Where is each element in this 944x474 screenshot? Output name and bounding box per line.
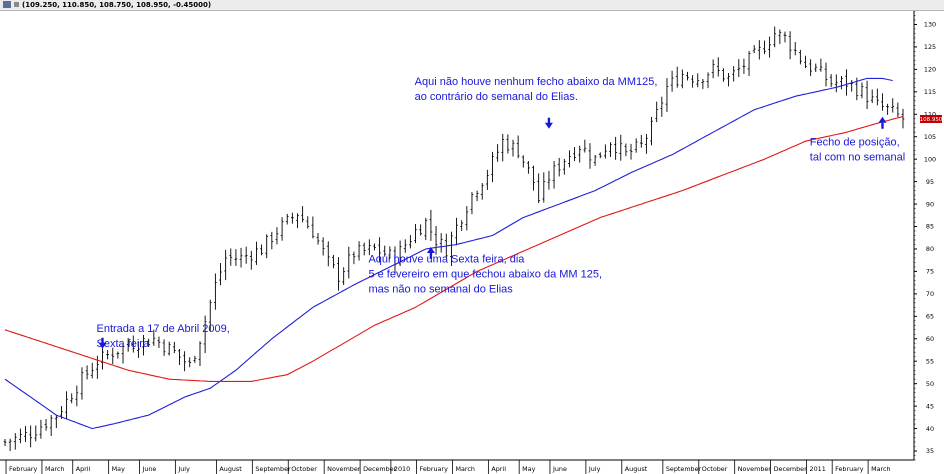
y-tick-label: 85 (926, 223, 934, 231)
annotation-text: Aqui houve uma Sexta feira, dia 5 e fever… (368, 253, 602, 295)
x-tick-label: December (363, 465, 397, 473)
y-tick-label: 120 (924, 66, 936, 74)
symbol-icon (14, 2, 19, 7)
arrow-down-icon (544, 117, 553, 129)
annotation-text: Entrada a 17 de Abril 2009, Sexta feira (96, 323, 229, 350)
x-tick-label: February (835, 465, 864, 473)
x-tick-label: 2011 (810, 465, 826, 473)
x-tick-label: August (625, 465, 648, 473)
annotations: Entrada a 17 de Abril 2009, Sexta feira Aq… (96, 76, 905, 350)
last-price-marker: 108.950 (920, 115, 943, 123)
x-tick-label: April (76, 465, 91, 473)
long-moving-average-line (4, 115, 904, 382)
quote-readout: (109.250, 110.850, 108.750, 108.950, -0.… (22, 1, 212, 9)
x-tick-label: September (255, 465, 291, 473)
x-tick-label: October (291, 465, 317, 473)
moving-averages (4, 77, 904, 430)
annotation-line: Aqui não houve nenhum fecho abaixo da MM… (415, 76, 658, 88)
price-chart[interactable]: February March April May June July August Septe… (0, 11, 944, 474)
y-axis: 35 40 45 50 55 60 65 70 75 80 85 90 95 100 105 110 115 12… (913, 11, 936, 461)
y-tick-label: 40 (926, 425, 934, 433)
arrow-up-icon (878, 116, 887, 129)
annotation-line: tal com no semanal (810, 152, 905, 164)
x-tick-label: February (9, 465, 38, 473)
x-tick-label: May (522, 465, 535, 473)
x-axis: February March April May June July August Septe… (0, 459, 914, 474)
annotation-line: ao contrário do semanal do Elias. (415, 91, 578, 103)
x-tick-label: November (327, 465, 361, 473)
y-tick-label: 70 (926, 290, 934, 298)
y-tick-label: 130 (924, 21, 936, 29)
arrow-down-icon (98, 337, 107, 349)
annotation-line: Fecho de posição, (810, 137, 900, 149)
annotation-line: 5 e fevereiro em que fechou abaixo da MM… (368, 268, 602, 280)
short-moving-average-line (4, 77, 893, 430)
x-tick-label: October (702, 465, 728, 473)
chart-background (0, 11, 944, 474)
x-tick-label: June (552, 465, 567, 473)
annotation-text: Fecho de posição, tal com no semanal (810, 137, 905, 164)
annotation-line: mas não no semanal do Elias (368, 283, 513, 295)
x-tick-label: December (774, 465, 808, 473)
x-tick-label: July (588, 465, 601, 473)
x-tick-label: March (45, 465, 64, 473)
y-tick-label: 60 (926, 335, 934, 343)
y-tick-label: 95 (926, 178, 934, 186)
x-tick-label: June (141, 465, 156, 473)
y-tick-label: 35 (926, 447, 934, 455)
x-tick-label: March (455, 465, 474, 473)
y-tick-label: 105 (924, 133, 936, 141)
x-tick-label: 2010 (394, 465, 410, 473)
x-tick-label: March (871, 465, 890, 473)
y-tick-label: 65 (926, 313, 934, 321)
price-marker-box (920, 115, 942, 123)
y-tick-label: 80 (926, 245, 934, 253)
x-tick-label: September (666, 465, 702, 473)
x-tick-label: August (219, 465, 242, 473)
arrow-up-icon (426, 246, 435, 259)
price-marker-label: 108.950 (920, 117, 943, 123)
x-tick-label: February (420, 465, 449, 473)
y-tick-label: 125 (924, 43, 936, 51)
annotation-line: Aqui houve uma Sexta feira, dia (368, 253, 525, 265)
annotation-line: Entrada a 17 de Abril 2009, (96, 323, 229, 335)
y-tick-label: 90 (926, 200, 934, 208)
y-tick-label: 110 (924, 110, 936, 118)
y-tick-label: 100 (924, 155, 936, 163)
x-tick-label: November (738, 465, 772, 473)
annotation-text: Aqui não houve nenhum fecho abaixo da MM… (415, 76, 658, 103)
annotation-line: Sexta feira (96, 338, 149, 350)
y-tick-label: 75 (926, 268, 934, 276)
y-tick-label: 115 (924, 88, 936, 96)
app-icon (3, 1, 11, 8)
x-tick-label: May (112, 465, 125, 473)
y-tick-label: 45 (926, 402, 934, 410)
y-tick-label: 50 (926, 380, 934, 388)
y-tick-label: 55 (926, 357, 934, 365)
x-tick-label: April (491, 465, 506, 473)
x-tick-label: July (177, 465, 190, 473)
title-bar: (109.250, 110.850, 108.750, 108.950, -0.… (0, 0, 944, 11)
price-bars (3, 26, 905, 452)
